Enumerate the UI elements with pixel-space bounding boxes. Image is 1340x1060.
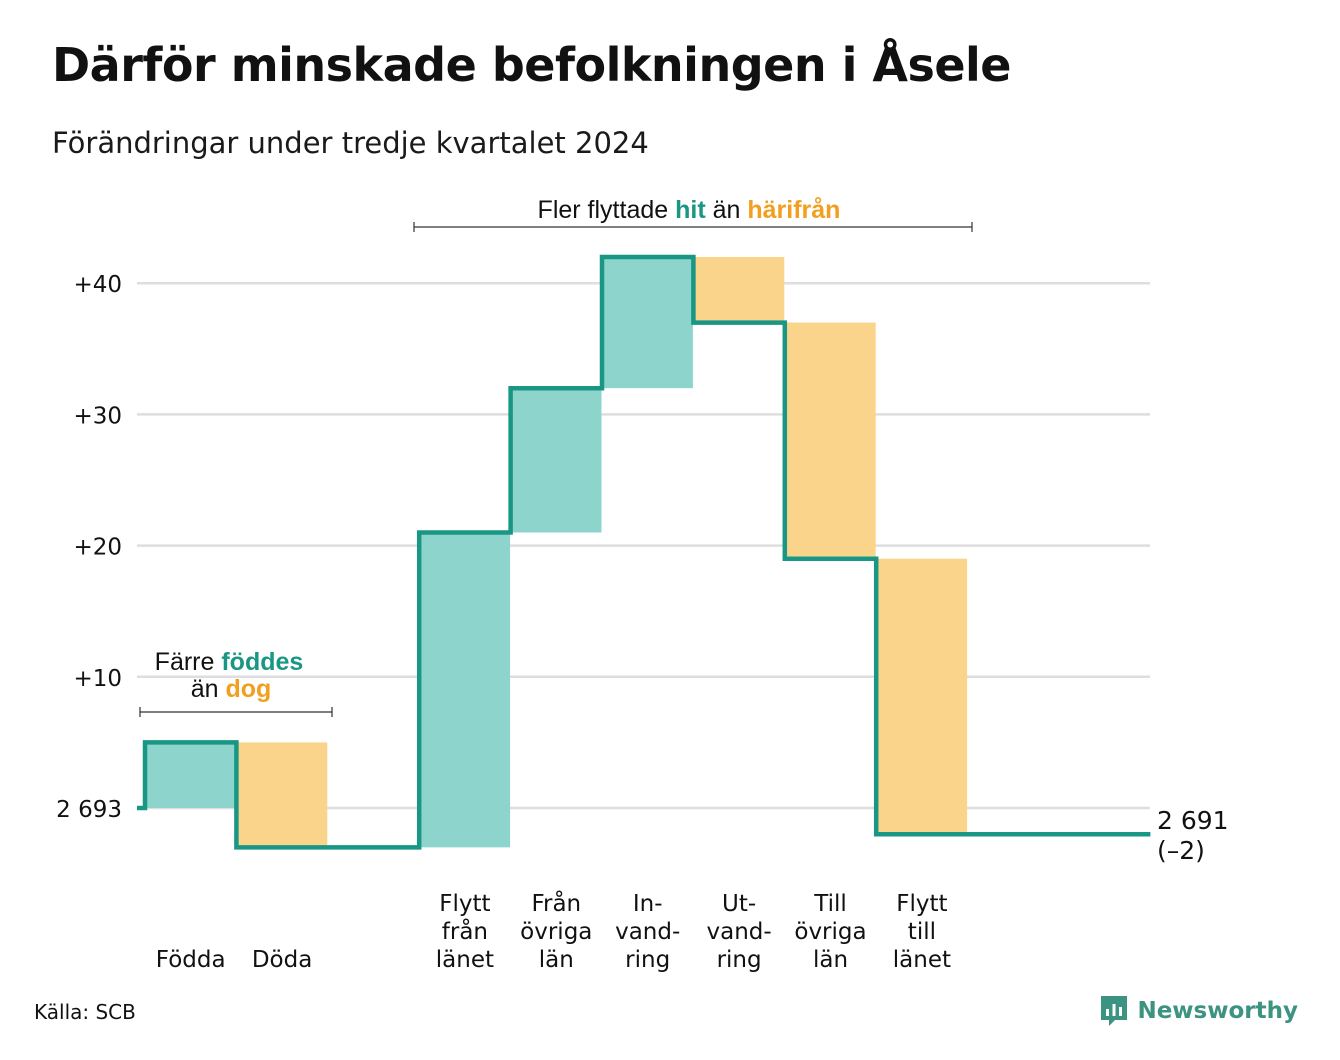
annotation-births-deaths-line2: än dog: [191, 675, 272, 703]
category-label: länet: [436, 947, 494, 973]
annotation-migration-bracket: [413, 222, 973, 232]
brand-name: Newsworthy: [1137, 998, 1298, 1024]
category-label: Döda: [252, 947, 312, 973]
y-tick-label: +40: [73, 272, 122, 298]
end-value-label: 2 691: [1157, 806, 1229, 835]
y-tick-label: 2 693: [56, 797, 122, 823]
waterfall-bar: [510, 388, 602, 533]
category-label: från: [442, 917, 488, 945]
brand-logo[interactable]: Newsworthy: [1099, 994, 1298, 1028]
category-label: Flytt: [439, 891, 490, 917]
category-label: övriga: [520, 919, 592, 945]
category-label: ring: [717, 947, 762, 973]
chart-subtitle: Förändringar under tredje kvartalet 2024: [52, 126, 649, 160]
newsworthy-logo-icon: [1101, 996, 1128, 1026]
waterfall-bar: [693, 256, 785, 323]
waterfall-bar: [784, 322, 876, 559]
end-change-label: (–2): [1157, 836, 1205, 865]
annotation-migration: Fler flyttade hit än härifrån: [538, 196, 841, 224]
annotation-births-deaths-line1: Färre föddes: [155, 648, 304, 676]
waterfall-bar: [602, 256, 693, 389]
category-label: län: [539, 947, 574, 973]
category-label: Till: [813, 891, 847, 917]
category-label: vand-: [615, 919, 680, 945]
annotation-births-deaths-bracket: [139, 707, 333, 717]
y-tick-label: +10: [73, 666, 122, 692]
category-label: Födda: [156, 947, 226, 973]
category-label: länet: [893, 947, 951, 973]
category-label: Från: [531, 889, 581, 917]
y-tick-label: +20: [73, 535, 122, 561]
population-step-line: [137, 254, 1151, 850]
waterfall-bar: [419, 532, 511, 848]
waterfall-bar: [145, 742, 236, 808]
category-label: till: [908, 919, 936, 945]
source-note: Källa: SCB: [34, 1000, 136, 1024]
category-label: Ut-: [722, 891, 756, 917]
waterfall-bar: [876, 558, 968, 835]
category-label: län: [813, 947, 848, 973]
category-label: övriga: [794, 919, 866, 945]
chart-title: Därför minskade befolkningen i Åsele: [52, 38, 1012, 92]
category-label: vand-: [707, 919, 772, 945]
waterfall-bar: [236, 742, 328, 848]
category-label: In-: [633, 891, 663, 917]
category-label: ring: [625, 947, 670, 973]
category-label: Flytt: [896, 891, 947, 917]
y-tick-label: +30: [73, 403, 122, 429]
